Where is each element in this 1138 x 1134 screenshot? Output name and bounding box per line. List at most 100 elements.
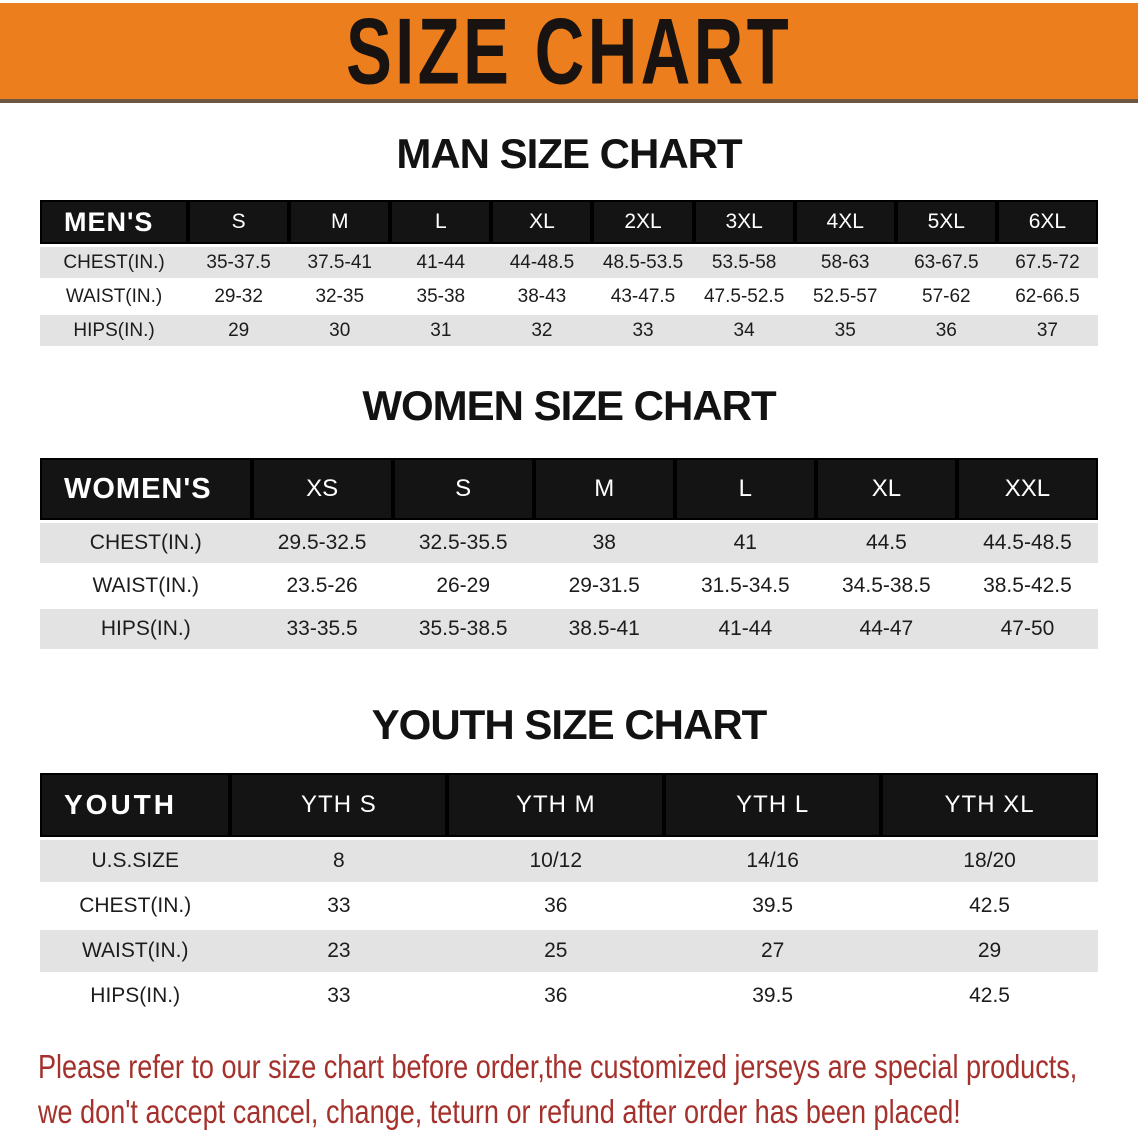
size-value-cell: 33 bbox=[230, 975, 448, 1017]
row-label: HIPS(IN.) bbox=[40, 315, 189, 346]
women-section-heading: WOMEN SIZE CHART bbox=[362, 382, 776, 429]
size-value-cell: 32-35 bbox=[289, 281, 391, 312]
size-value-cell: 42.5 bbox=[881, 885, 1098, 927]
banner: SIZE CHART bbox=[0, 3, 1138, 103]
size-column-header: 3XL bbox=[693, 200, 795, 244]
table-row: WAIST(IN.) 23.5-26 26-29 29-31.5 31.5-34.5 34… bbox=[40, 566, 1098, 606]
size-value-cell: 62-66.5 bbox=[996, 281, 1098, 312]
size-value-cell: 29-31.5 bbox=[533, 566, 675, 606]
size-chart-page: SIZE CHART MAN SIZE CHART MEN'S S M L XL 2XL 3… bbox=[0, 3, 1138, 1134]
size-value-cell: 58-63 bbox=[794, 247, 896, 278]
size-column-header: YTH L bbox=[664, 773, 882, 837]
size-value-cell: 41-44 bbox=[390, 247, 492, 278]
row-label: HIPS(IN.) bbox=[40, 609, 252, 649]
size-value-cell: 35.5-38.5 bbox=[392, 609, 534, 649]
table-row: CHEST(IN.) 29.5-32.5 32.5-35.5 38 41 44.5 44.5… bbox=[40, 523, 1098, 563]
size-value-cell: 26-29 bbox=[392, 566, 534, 606]
size-value-cell: 8 bbox=[230, 840, 448, 882]
banner-title: SIZE CHART bbox=[345, 3, 793, 103]
row-label: U.S.SIZE bbox=[40, 840, 231, 882]
size-value-cell: 33 bbox=[592, 315, 694, 346]
row-label: WAIST(IN.) bbox=[40, 930, 231, 972]
size-value-cell: 32.5-35.5 bbox=[392, 523, 534, 563]
size-value-cell: 35-37.5 bbox=[188, 247, 290, 278]
size-value-cell: 37.5-41 bbox=[289, 247, 391, 278]
table-row: HIPS(IN.) 29 30 31 32 33 34 35 36 37 bbox=[40, 315, 1098, 346]
size-value-cell: 38.5-42.5 bbox=[956, 566, 1098, 606]
size-value-cell: 29 bbox=[881, 930, 1098, 972]
size-value-cell: 14/16 bbox=[664, 840, 882, 882]
table-row: WAIST(IN.) 29-32 32-35 35-38 38-43 43-47.5 47.… bbox=[40, 281, 1098, 312]
size-value-cell: 29.5-32.5 bbox=[251, 523, 393, 563]
size-value-cell: 36 bbox=[895, 315, 997, 346]
table-header-bar: WOMEN'S XS S M L XL XXL bbox=[40, 458, 1098, 520]
row-label: WAIST(IN.) bbox=[40, 281, 189, 312]
size-column-header: L bbox=[674, 458, 816, 520]
size-value-cell: 34 bbox=[693, 315, 795, 346]
size-column-header: YTH S bbox=[230, 773, 448, 837]
table-title-cell: MEN'S bbox=[40, 200, 189, 244]
size-value-cell: 39.5 bbox=[664, 975, 882, 1017]
size-value-cell: 37 bbox=[996, 315, 1098, 346]
disclaimer: Please refer to our size chart before or… bbox=[0, 1044, 1138, 1134]
table-header-bar: YOUTH YTH S YTH M YTH L YTH XL bbox=[40, 773, 1098, 837]
table-body: U.S.SIZE 8 10/12 14/16 18/20 CHEST(IN.) 33 36 39… bbox=[40, 840, 1098, 1017]
size-value-cell: 18/20 bbox=[881, 840, 1098, 882]
size-value-cell: 36 bbox=[447, 975, 665, 1017]
table-row: CHEST(IN.) 35-37.5 37.5-41 41-44 44-48.5 48.5… bbox=[40, 247, 1098, 278]
size-value-cell: 34.5-38.5 bbox=[815, 566, 957, 606]
size-value-cell: 44-47 bbox=[815, 609, 957, 649]
size-value-cell: 31.5-34.5 bbox=[674, 566, 816, 606]
table-row: U.S.SIZE 8 10/12 14/16 18/20 bbox=[40, 840, 1098, 882]
size-column-header: 4XL bbox=[794, 200, 896, 244]
size-column-header: XXL bbox=[956, 458, 1098, 520]
size-value-cell: 44-48.5 bbox=[491, 247, 593, 278]
disclaimer-line-1: Please refer to our size chart before or… bbox=[38, 1048, 1078, 1085]
size-value-cell: 27 bbox=[664, 930, 882, 972]
table-title-cell: YOUTH bbox=[40, 773, 231, 837]
size-column-header: S bbox=[392, 458, 534, 520]
size-value-cell: 29 bbox=[188, 315, 290, 346]
size-column-header: XL bbox=[491, 200, 593, 244]
size-value-cell: 36 bbox=[447, 885, 665, 927]
size-value-cell: 52.5-57 bbox=[794, 281, 896, 312]
size-value-cell: 43-47.5 bbox=[592, 281, 694, 312]
size-column-header: YTH M bbox=[447, 773, 665, 837]
size-column-header: YTH XL bbox=[881, 773, 1098, 837]
table-body: CHEST(IN.) 29.5-32.5 32.5-35.5 38 41 44.5 44.5… bbox=[40, 523, 1098, 649]
size-value-cell: 39.5 bbox=[664, 885, 882, 927]
table-title-cell: WOMEN'S bbox=[40, 458, 252, 520]
size-value-cell: 48.5-53.5 bbox=[592, 247, 694, 278]
size-value-cell: 63-67.5 bbox=[895, 247, 997, 278]
size-value-cell: 47.5-52.5 bbox=[693, 281, 795, 312]
row-label: CHEST(IN.) bbox=[40, 523, 252, 563]
size-value-cell: 29-32 bbox=[188, 281, 290, 312]
row-label: CHEST(IN.) bbox=[40, 885, 231, 927]
size-column-header: 5XL bbox=[895, 200, 997, 244]
size-column-header: XS bbox=[251, 458, 393, 520]
youth-section-heading: YOUTH SIZE CHART bbox=[371, 701, 768, 748]
table-header-bar: MEN'S S M L XL 2XL 3XL 4XL 5XL 6XL bbox=[40, 200, 1098, 244]
size-value-cell: 57-62 bbox=[895, 281, 997, 312]
size-value-cell: 30 bbox=[289, 315, 391, 346]
size-value-cell: 35 bbox=[794, 315, 896, 346]
size-value-cell: 42.5 bbox=[881, 975, 1098, 1017]
men-size-table: MEN'S S M L XL 2XL 3XL 4XL 5XL 6XL CHEST(IN.) 35-37… bbox=[40, 197, 1098, 349]
size-value-cell: 53.5-58 bbox=[693, 247, 795, 278]
women-size-table: WOMEN'S XS S M L XL XXL CHEST(IN.) 29.5-32.5 32.5… bbox=[40, 455, 1098, 652]
table-row: HIPS(IN.) 33 36 39.5 42.5 bbox=[40, 975, 1098, 1017]
size-value-cell: 32 bbox=[491, 315, 593, 346]
man-section-heading: MAN SIZE CHART bbox=[396, 130, 742, 177]
size-value-cell: 41 bbox=[674, 523, 816, 563]
row-label: WAIST(IN.) bbox=[40, 566, 252, 606]
size-value-cell: 47-50 bbox=[956, 609, 1098, 649]
size-value-cell: 33 bbox=[230, 885, 448, 927]
size-value-cell: 23 bbox=[230, 930, 448, 972]
table-body: CHEST(IN.) 35-37.5 37.5-41 41-44 44-48.5 48.5… bbox=[40, 247, 1098, 346]
size-value-cell: 38.5-41 bbox=[533, 609, 675, 649]
table-row: WAIST(IN.) 23 25 27 29 bbox=[40, 930, 1098, 972]
row-label: CHEST(IN.) bbox=[40, 247, 189, 278]
size-value-cell: 44.5-48.5 bbox=[956, 523, 1098, 563]
size-value-cell: 38-43 bbox=[491, 281, 593, 312]
table-row: HIPS(IN.) 33-35.5 35.5-38.5 38.5-41 41-44 44-… bbox=[40, 609, 1098, 649]
